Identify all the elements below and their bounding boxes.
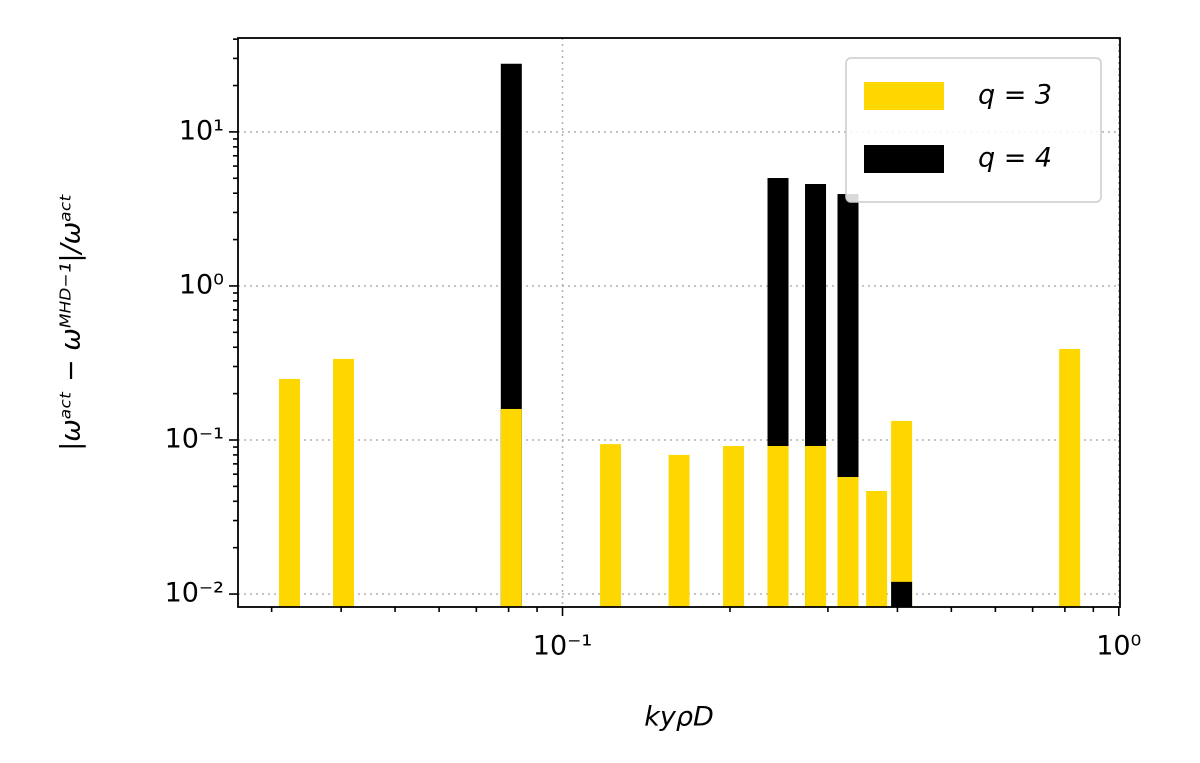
bar: [891, 420, 913, 607]
bar: [333, 358, 355, 607]
x-tick-label: 10⁻¹: [533, 631, 592, 662]
legend-swatch: [864, 145, 944, 173]
legend-label: q = 3: [978, 80, 1052, 111]
bar: [723, 446, 745, 607]
axes-frame: [237, 37, 1121, 608]
bar: [767, 446, 789, 607]
bar: [891, 581, 913, 607]
bar: [500, 408, 522, 607]
y-tick-label: 10¹: [179, 115, 224, 146]
legend-label: q = 4: [978, 143, 1052, 174]
bar: [805, 446, 827, 607]
bar: [600, 444, 622, 607]
y-tick-label: 10⁰: [179, 269, 224, 300]
legend-box: [845, 57, 1102, 203]
bar: [668, 454, 690, 607]
x-tick-label: 10⁰: [1096, 631, 1141, 662]
y-tick-label: 10⁻¹: [165, 424, 224, 455]
plot-area: [238, 38, 1120, 607]
bar: [278, 378, 300, 607]
y-tick-label: 10⁻²: [165, 578, 224, 609]
legend-swatch: [864, 82, 944, 110]
x-axis-label: kyρD: [644, 702, 714, 733]
bar: [866, 490, 888, 607]
y-axis-label: |ωᵃᶜᵗ − ωᴹᴴᴰ⁻¹|/ωᵃᶜᵗ: [56, 193, 87, 451]
bar: [837, 477, 859, 607]
bar: [1059, 348, 1081, 607]
